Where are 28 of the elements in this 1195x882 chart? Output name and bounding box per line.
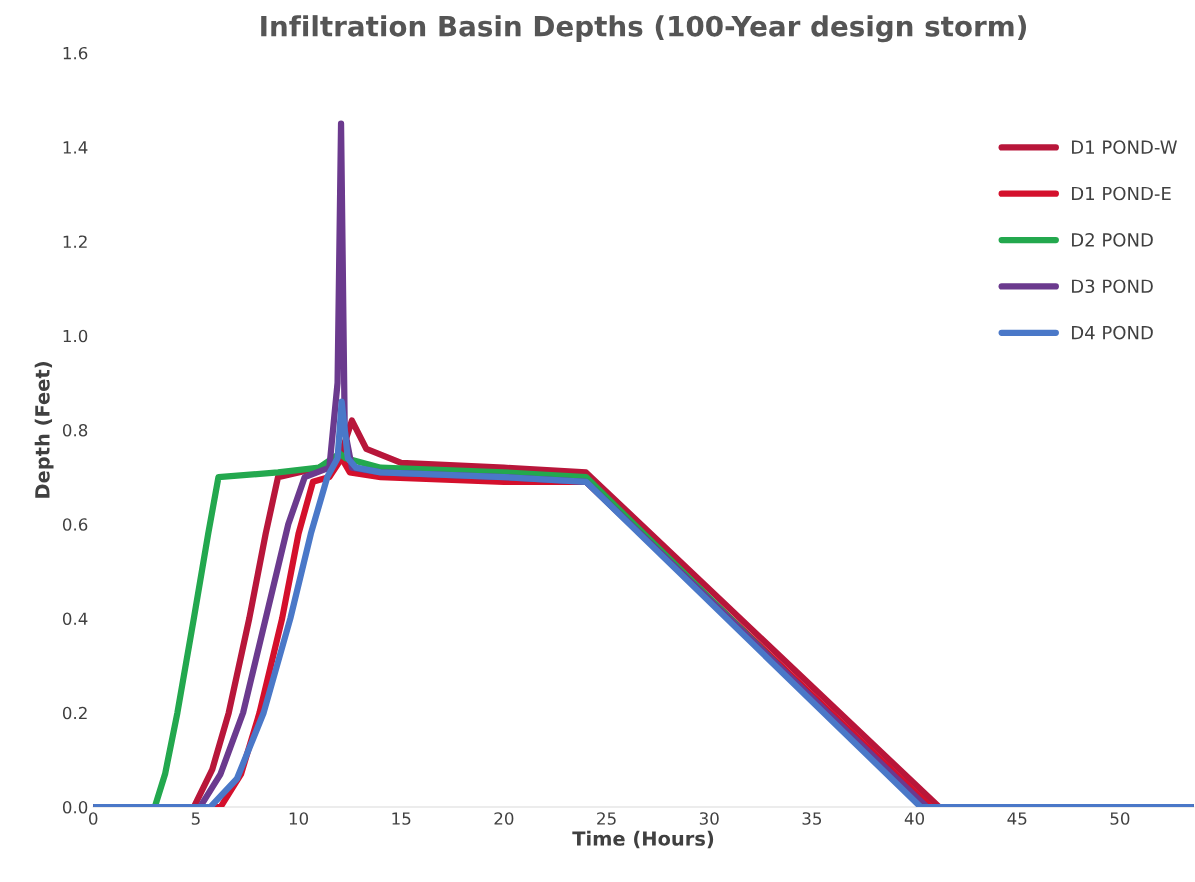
y-tick-label: 0.8 xyxy=(62,423,88,437)
x-tick-label: 50 xyxy=(1110,812,1130,825)
legend-label: D3 POND xyxy=(1072,279,1153,294)
x-tick-label: 30 xyxy=(699,812,719,825)
x-tick-label: 40 xyxy=(904,812,925,825)
y-tick-label: 1.6 xyxy=(63,46,88,60)
y-axis-title: Depth (Feet) xyxy=(34,362,54,498)
legend-label: D1 POND-W xyxy=(1072,140,1177,154)
x-tick-label: 25 xyxy=(597,812,616,825)
x-tick-label: 20 xyxy=(494,812,514,825)
y-tick-label: 1.4 xyxy=(63,141,88,154)
x-tick-label: 15 xyxy=(392,812,411,825)
legend-label: D1 POND-E xyxy=(1072,186,1171,201)
x-tick-label: 10 xyxy=(289,812,309,825)
y-tick-label: 1.0 xyxy=(63,329,88,343)
x-tick-label: 0 xyxy=(89,812,98,825)
y-tick-label: 0.0 xyxy=(62,800,88,814)
y-tick-label: 1.2 xyxy=(63,235,87,248)
legend-label: D4 POND xyxy=(1072,325,1153,340)
x-tick-label: 45 xyxy=(1007,812,1027,825)
x-axis-title: Time (Hours) xyxy=(572,830,714,849)
legend-label: D2 POND xyxy=(1072,233,1153,247)
y-tick-label: 0.6 xyxy=(62,518,88,531)
chart-title: Infiltration Basin Depths (100-Year design storm) xyxy=(261,15,1026,43)
y-tick-label: 0.2 xyxy=(62,706,87,720)
y-tick-label: 0.4 xyxy=(62,612,88,626)
x-tick-label: 5 xyxy=(191,812,200,825)
x-tick-label: 35 xyxy=(802,812,822,825)
